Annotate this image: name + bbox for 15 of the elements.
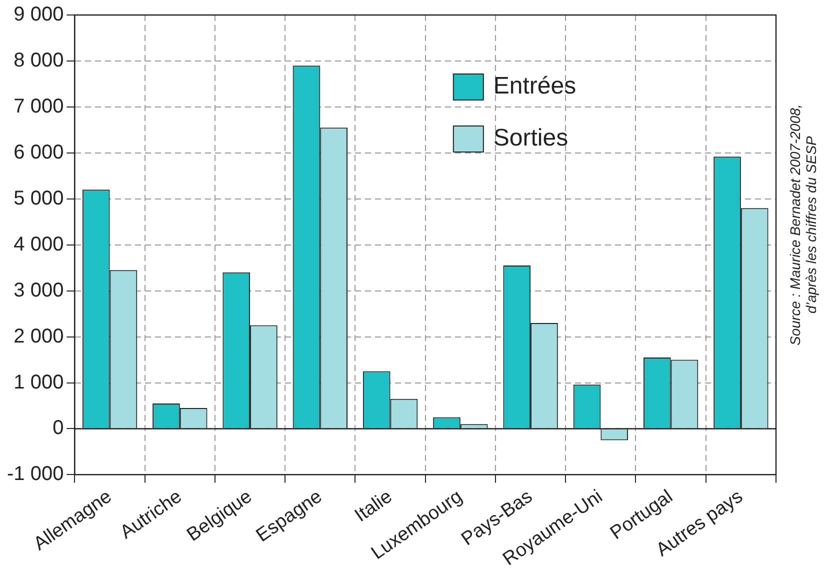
y-tick-label: -1 000 bbox=[6, 463, 64, 486]
y-tick-label: 7 000 bbox=[14, 95, 64, 118]
legend-label: Entrées bbox=[493, 72, 576, 100]
y-tick-label: 4 000 bbox=[14, 233, 64, 256]
source-note: Source : Maurice Bernadet 2007-2008, bbox=[786, 104, 803, 346]
y-tick-label: 5 000 bbox=[14, 187, 64, 210]
text: d’après les chiffres du SESP bbox=[802, 135, 819, 314]
legend-label: Sorties bbox=[493, 124, 568, 152]
y-tick-label: 3 000 bbox=[14, 279, 64, 302]
y-tick-label: 0 bbox=[52, 417, 64, 440]
y-tick-label: 2 000 bbox=[14, 325, 64, 348]
y-tick-label: 6 000 bbox=[14, 141, 64, 164]
y-tick-label: 1 000 bbox=[14, 371, 64, 394]
y-tick-label: 8 000 bbox=[14, 49, 64, 72]
y-tick-label: 9 000 bbox=[14, 4, 64, 26]
